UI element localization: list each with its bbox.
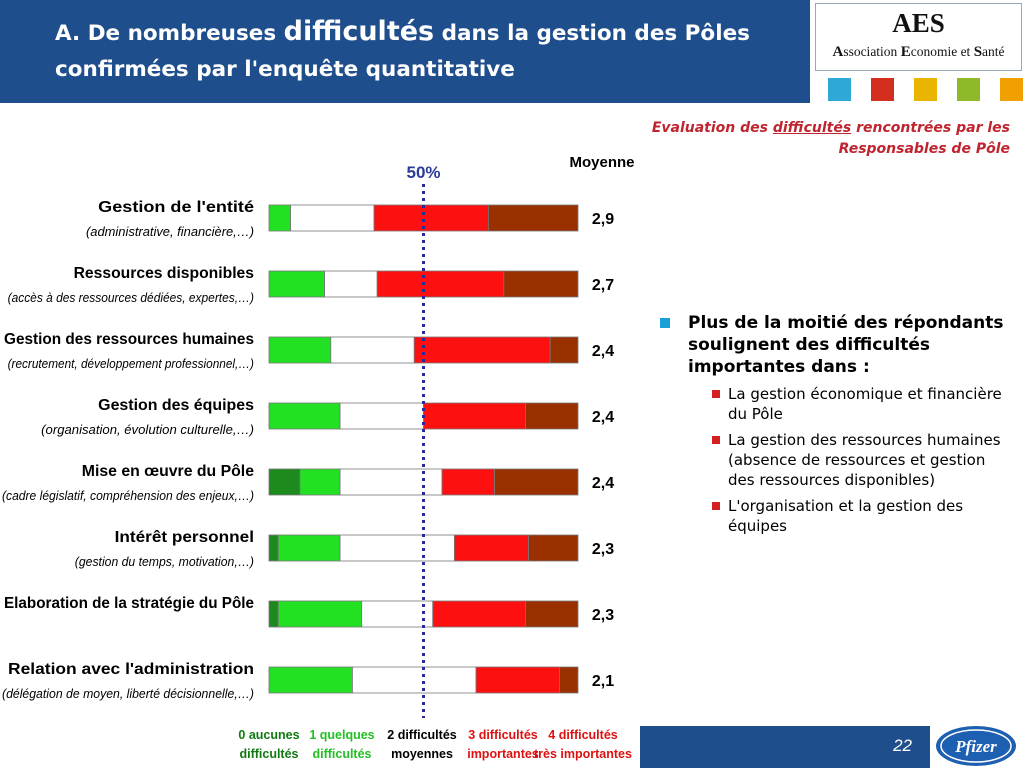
bullet-item: L'organisation et la gestion des équipes [660,496,1010,536]
category-label: Mise en œuvre du Pôle [82,463,255,480]
reference-line-label: 50% [406,163,440,182]
legend-label: très importantes [534,747,632,761]
mean-value-label: 2,4 [592,475,614,492]
mean-value-label: 2,3 [592,541,614,558]
bar-segment [290,204,375,232]
bar-segment [441,468,495,496]
bar-segment [268,666,353,694]
mean-value-label: 2,9 [592,211,614,228]
bar-segment [376,270,505,298]
bar-segment [268,204,292,232]
category-label: Gestion des ressources humaines [4,331,254,348]
legend-label: 3 difficultés [468,728,538,742]
category-sublabel: (organisation, évolution culturelle,…) [41,423,254,437]
bar-segment [268,402,341,430]
bar-segment [277,600,363,628]
bullet-main: Plus de la moitié des répondants soulign… [660,312,1010,378]
stacked-bar-chart: 50% Moyenne Gestion de l'entité (administra… [2,154,635,761]
svg-text:Pfizer: Pfizer [954,737,997,756]
bar-segment [268,600,279,628]
category-sublabel: (accès à des ressources dédiées, experte… [8,291,254,305]
legend-label: 0 aucunes [238,728,299,742]
footer-bar: 22 [640,726,930,768]
aes-logo: AES Association Economie et Santé [815,3,1022,71]
bar-segment [373,204,489,232]
category-label: Gestion de l'entité [98,199,254,216]
category-sublabel: (délégation de moyen, liberté décisionne… [2,687,254,701]
bar-segment [330,336,415,364]
bar-segment [268,270,326,298]
bar-segment [559,666,579,694]
category-sublabel: (recrutement, développement professionne… [8,357,254,371]
bar-segment [339,534,455,562]
bar-segment [525,600,579,628]
logo-full-name: Association Economie et Santé [832,44,1005,60]
bullet-item: La gestion des ressources humaines (abse… [660,430,1010,490]
page-title: A. De nombreuses difficultés dans la ges… [55,16,750,82]
legend-label: 2 difficultés [387,728,457,742]
bar-segment [339,468,443,496]
logo-square [914,78,937,101]
category-sublabel: (gestion du temps, motivation,…) [75,555,254,569]
mean-value-label: 2,7 [592,277,614,294]
bar-segment [277,534,341,562]
logo-square [1000,78,1023,101]
square-bullet-icon [712,390,720,398]
mean-value-label: 2,3 [592,607,614,624]
legend-label: moyennes [391,747,453,761]
square-bullet-icon [712,436,720,444]
bullet-item: La gestion économique et financière du P… [660,384,1010,424]
bar-segment [423,402,526,430]
bar-segment [268,336,332,364]
logo-acronym: AES [892,8,945,38]
page-number: 22 [893,736,912,755]
bar-segment [453,534,529,562]
mean-value-label: 2,4 [592,409,614,426]
bar-segment [432,600,526,628]
mean-value-label: 2,1 [592,673,614,690]
bar-segment [324,270,378,298]
bar-segment [487,204,579,232]
logo-square [871,78,894,101]
bar-segment [503,270,579,298]
chart-subtitle: Evaluation des difficultés rencontrées p… [651,120,1010,157]
bar-segment [299,468,341,496]
legend-label: importantes [467,747,539,761]
category-label: Intérêt personnel [115,529,254,546]
category-label: Elaboration de la stratégie du Pôle [4,595,254,612]
square-bullet-icon [712,502,720,510]
bar-segment [525,402,579,430]
legend-label: difficultés [312,747,371,761]
legend-label: difficultés [239,747,298,761]
bar-segment [413,336,551,364]
bullet-list: Plus de la moitié des répondants soulign… [660,312,1010,536]
logo-square [957,78,980,101]
square-bullet-icon [660,318,670,328]
bar-segment [268,468,301,496]
bar-segment [339,402,424,430]
legend-label: 4 difficultés [548,728,618,742]
bar-segment [528,534,579,562]
category-label: Gestion des équipes [98,397,254,414]
logo-color-squares [820,78,1023,101]
bar-segment [549,336,579,364]
mean-column-header: Moyenne [569,154,634,171]
bar-segment [268,534,279,562]
category-sublabel: (administrative, financière,…) [86,225,254,239]
pfizer-logo: Pfizer [936,726,1016,766]
legend-label: 1 quelques [309,728,374,742]
bar-segment [352,666,477,694]
bar-segment [494,468,579,496]
logo-square [828,78,851,101]
bar-segment [475,666,560,694]
category-label: Ressources disponibles [74,265,254,282]
mean-value-label: 2,4 [592,343,614,360]
category-label: Relation avec l'administration [8,661,254,678]
category-sublabel: (cadre législatif, compréhension des enj… [2,489,254,503]
header-bar: A. De nombreuses difficultés dans la ges… [0,0,810,103]
